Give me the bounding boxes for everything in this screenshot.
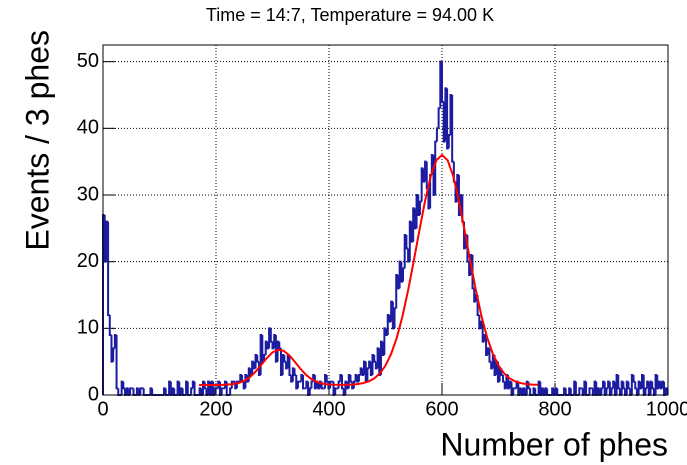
histogram-bin (310, 380, 314, 389)
histogram-bin (412, 207, 415, 242)
histogram-bin (230, 380, 234, 389)
histogram-bin (596, 387, 600, 395)
y-tick-label: 30 (77, 183, 99, 205)
histogram-bin (110, 335, 114, 363)
histogram-bin (541, 387, 544, 395)
histogram-bin (302, 375, 305, 390)
x-tick-label: 400 (312, 398, 345, 420)
histogram-bin (290, 375, 293, 383)
histogram-bin (444, 87, 448, 142)
y-tick-label: 50 (77, 50, 99, 72)
histogram-bin (129, 387, 132, 395)
histogram-bin (588, 387, 592, 395)
histogram-bin (356, 375, 359, 383)
histogram-bin (359, 367, 363, 375)
histogram-bin (268, 327, 271, 349)
histogram-bin (220, 387, 224, 395)
chart-title: Time = 14:7, Temperature = 94.00 K (206, 5, 494, 25)
histogram-bin (471, 255, 475, 290)
histogram-bin (486, 347, 490, 355)
histogram-bin (554, 387, 558, 395)
histogram-bin (135, 387, 139, 395)
histogram-bin (481, 321, 485, 343)
x-tick-label: 800 (538, 398, 571, 420)
histogram-bin (651, 381, 654, 390)
y-tick-label: 40 (77, 117, 99, 139)
histogram-bin (405, 235, 409, 250)
y-axis-label: Events / 3 phes (19, 30, 55, 251)
histogram-bin (125, 387, 129, 395)
histogram-bin (329, 380, 332, 389)
histogram-bin (410, 221, 414, 243)
histogram-bin (334, 387, 337, 395)
histogram-bin (578, 387, 581, 395)
histogram-bin (551, 387, 554, 395)
histogram-bin (203, 381, 207, 390)
histogram-bin (388, 315, 392, 323)
histogram-bin (512, 387, 515, 395)
histogram-bin (278, 341, 281, 350)
histogram-bin (400, 261, 404, 283)
histogram-bin (139, 387, 142, 395)
histogram-bin (296, 380, 300, 389)
histogram-bin (103, 215, 107, 263)
histogram-bin (627, 381, 631, 390)
histogram-bin (518, 387, 522, 395)
histogram-bin (418, 200, 422, 215)
histogram-bin (422, 168, 426, 183)
histogram-bin (340, 375, 344, 390)
histogram-bin (442, 101, 446, 143)
y-tick-label: 10 (77, 317, 99, 339)
x-tick-label: 0 (97, 398, 108, 420)
histogram-bin (568, 387, 571, 395)
histogram-bin (622, 381, 626, 390)
histogram-bin (235, 380, 239, 389)
histogram-bin (544, 387, 548, 395)
histogram-bin (532, 387, 536, 395)
fit-curve (199, 153, 539, 386)
histogram-bin (171, 387, 175, 395)
histogram-bin (352, 380, 356, 389)
histogram-bin (420, 167, 424, 202)
histogram-bin (617, 375, 620, 390)
histogram-bin (337, 380, 341, 389)
x-tick-label: 600 (425, 398, 458, 420)
histogram-bin (246, 375, 249, 383)
x-tick-label: 200 (199, 398, 232, 420)
y-tick-label: 0 (88, 383, 99, 405)
histogram-bin (664, 387, 669, 395)
histogram-bin (407, 248, 410, 263)
histogram-bin (376, 347, 380, 369)
histogram-bin (522, 387, 526, 395)
y-tick-label: 20 (77, 250, 99, 272)
histogram-bin (291, 367, 295, 382)
histogram-bin (274, 335, 278, 363)
histogram-bin (115, 335, 119, 390)
x-tick-label: 1000 (646, 398, 687, 420)
histogram-bin (163, 387, 166, 395)
histogram-bin (213, 387, 217, 395)
histogram-bin (563, 387, 566, 395)
plot-frame (102, 44, 669, 396)
x-axis-label: Number of phes (440, 426, 668, 462)
histogram-bin (122, 381, 126, 390)
histogram-bin (383, 327, 387, 355)
histogram-bin (149, 387, 153, 395)
histogram-bin (496, 361, 500, 383)
histogram-bin (634, 381, 637, 390)
histogram-bin (179, 387, 183, 395)
histogram-bin (198, 387, 202, 395)
histogram-bin (473, 288, 476, 303)
histogram-bin (434, 140, 437, 195)
